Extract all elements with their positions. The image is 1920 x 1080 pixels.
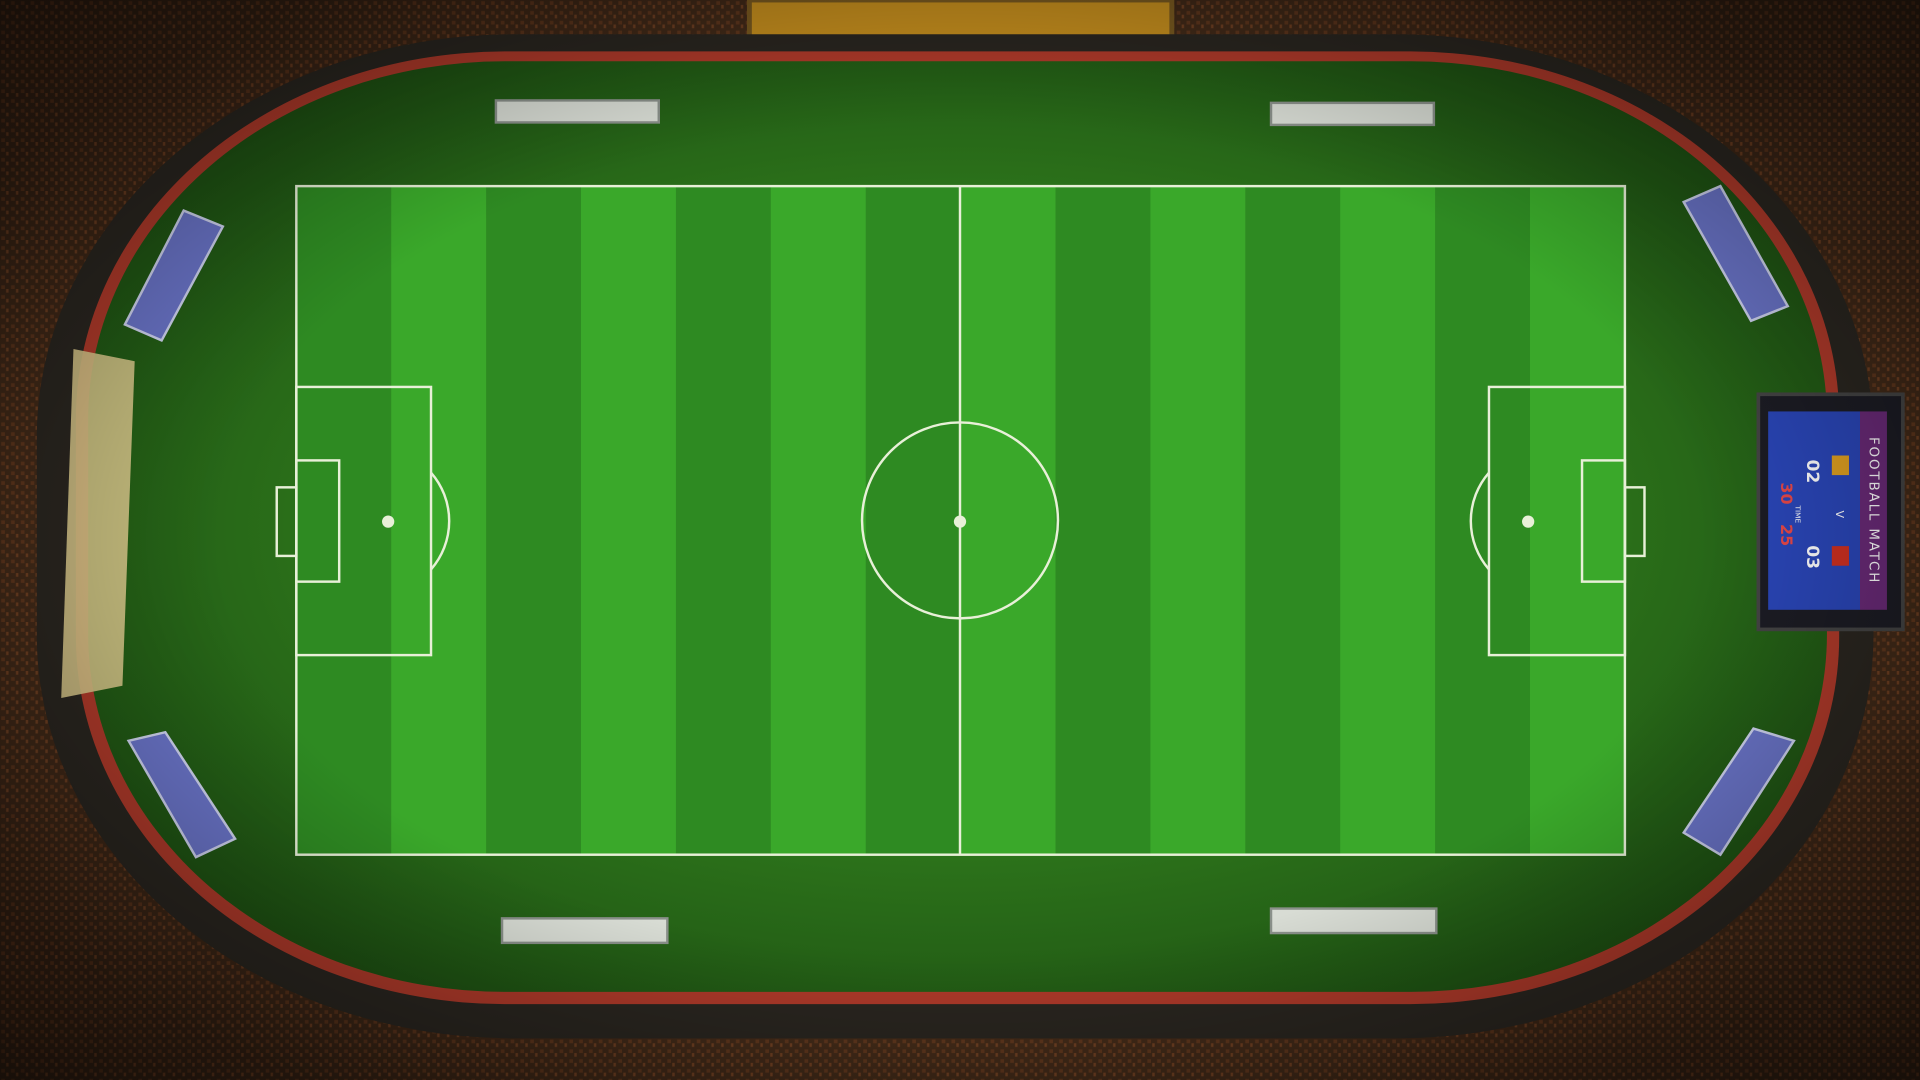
bench — [1269, 101, 1436, 127]
home-score: 02 — [1802, 460, 1822, 484]
pitch-stripe — [296, 186, 392, 855]
team-flag — [1831, 455, 1849, 476]
penalty-spot — [1522, 515, 1535, 528]
pitch-stripe — [675, 186, 772, 855]
pitch-stripe — [1435, 186, 1531, 855]
pitch-stripe — [960, 186, 1057, 855]
penalty-spot — [382, 515, 395, 528]
pitch-stripe — [486, 186, 582, 855]
scoreboard-screen — [1768, 411, 1860, 610]
bench — [500, 917, 669, 945]
scoreboard: FOOTBALL MATCH 02 V 03 TIME 30 25 — [1756, 392, 1905, 632]
center-spot — [953, 515, 967, 528]
pitch-stripe — [865, 186, 962, 855]
pitch-stripe — [391, 186, 487, 855]
team-flag — [1831, 546, 1849, 566]
pitch-stripe — [770, 186, 867, 855]
bench — [1269, 907, 1438, 935]
pitch-stripe — [1340, 186, 1436, 855]
pitch-stripe — [1150, 186, 1246, 855]
time-minutes: 30 — [1777, 482, 1796, 504]
versus: V — [1833, 511, 1846, 519]
scoreboard-title: FOOTBALL MATCH — [1865, 437, 1880, 584]
time-label: TIME — [1794, 504, 1803, 523]
pitch-stripe — [1055, 186, 1152, 855]
pitch-stripe — [1530, 186, 1626, 855]
pitch-stripe — [581, 186, 677, 855]
bench — [494, 99, 660, 124]
canopy — [61, 348, 135, 698]
time-seconds: 25 — [1777, 524, 1796, 546]
pitch-stripe — [1245, 186, 1341, 855]
away-score: 03 — [1802, 545, 1822, 569]
